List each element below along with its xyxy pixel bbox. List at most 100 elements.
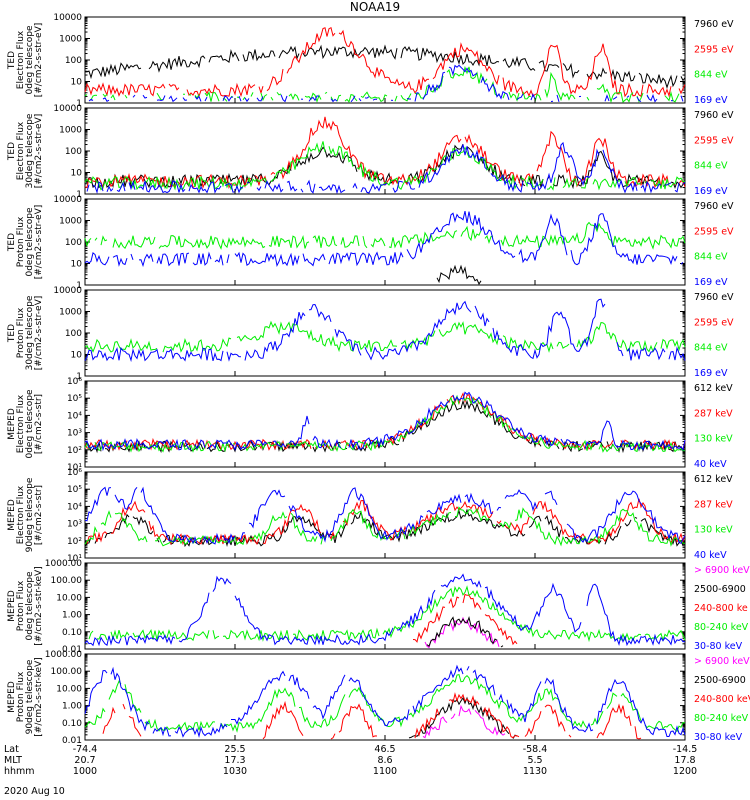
series-meped-p-90-magenta xyxy=(422,704,506,739)
y-axis-label: 90deg telescope xyxy=(25,659,35,734)
legend-entry: 7960 eV xyxy=(694,201,734,212)
y-tick-label: 1000.00 xyxy=(45,650,82,660)
y-axis-label: Electron Flux xyxy=(16,30,26,89)
legend-entry: 7960 eV xyxy=(694,292,734,303)
legend-entry: 2595 eV xyxy=(694,135,734,146)
legend-entry: 169 eV xyxy=(694,95,728,106)
y-tick-label: 0.01 xyxy=(62,645,82,655)
panel-frame-ted-p-30 xyxy=(84,289,686,377)
y-tick-label: 1 xyxy=(76,99,82,109)
series-meped-p-0-green xyxy=(88,585,686,643)
chart-title: NOAA19 xyxy=(349,0,401,14)
x-row-value: 8.6 xyxy=(377,755,392,766)
legend-entry: 287 keV xyxy=(694,499,733,510)
x-row-value: 1030 xyxy=(223,766,247,777)
date-label: 2020 Aug 10 xyxy=(4,786,65,797)
y-axis-label: 90deg telescope xyxy=(25,477,35,552)
x-row-label: Lat xyxy=(4,744,19,755)
series-ted-e-0-red xyxy=(84,26,686,98)
series-ted-e-0-black xyxy=(85,44,686,89)
y-tick-label: 10⁶ xyxy=(67,377,82,387)
y-axis-label: Electron Flux xyxy=(16,485,26,544)
x-row-value: 1200 xyxy=(673,766,697,777)
y-axis-label: MEPED xyxy=(7,499,17,531)
y-tick-label: 1000 xyxy=(59,126,82,136)
y-axis-label: TED xyxy=(7,142,17,161)
y-tick-label: 10³ xyxy=(67,429,82,439)
y-tick-label: 10000 xyxy=(53,13,82,23)
y-tick-label: 10000 xyxy=(53,286,82,296)
y-tick-label: 1000 xyxy=(59,217,82,227)
y-tick-label: 1000.00 xyxy=(45,559,82,569)
y-tick-label: 1.00 xyxy=(62,702,82,712)
series-meped-p-0-red xyxy=(413,594,525,647)
y-axis-label: MEPED xyxy=(7,408,17,440)
y-axis-label: [#/cm2-s-str-eV] xyxy=(34,114,44,189)
x-row-label: hhmm xyxy=(4,766,35,777)
y-axis-label: 30deg telescope xyxy=(25,295,35,370)
y-axis-label: Proton Flux xyxy=(16,671,26,722)
series-ted-e-30-red xyxy=(84,116,686,190)
y-tick-label: 10⁵ xyxy=(67,394,82,404)
legend-entry: 2595 eV xyxy=(694,226,734,237)
x-row-value: 1130 xyxy=(523,766,547,777)
legend-entry: 844 eV xyxy=(694,70,728,81)
series-ted-e-0-blue xyxy=(88,64,684,103)
series-meped-p-90-red xyxy=(102,692,642,740)
y-axis-label: 0deg telescope xyxy=(25,207,35,277)
series-meped-e-0-blue xyxy=(84,391,686,452)
legend-entry: 240-800 ke xyxy=(694,603,748,614)
panel-frame-meped-e-0 xyxy=(84,380,686,468)
x-row-value: 5.5 xyxy=(527,755,542,766)
y-tick-label: 10 xyxy=(71,169,83,179)
legend-entry: 80-240 keV xyxy=(694,713,749,724)
y-tick-label: 100 xyxy=(65,329,82,339)
legend-entry: 240-800 keV xyxy=(694,694,750,705)
legend-entry: 130 keV xyxy=(694,525,733,536)
legend-entry: 80-240 keV xyxy=(694,622,749,633)
legend-entry: 130 keV xyxy=(694,434,733,445)
y-axis-label: MEPED xyxy=(7,590,17,622)
legend-entry: > 6900 keV xyxy=(694,656,750,667)
panel-frame-meped-p-0 xyxy=(84,562,686,650)
x-row-label: MLT xyxy=(4,755,22,766)
y-tick-label: 10¹ xyxy=(67,463,82,473)
y-tick-label: 10 xyxy=(71,78,83,88)
x-row-value: 1100 xyxy=(373,766,397,777)
y-axis-label: [#/cm2-s-str-eV] xyxy=(34,205,44,280)
x-row-value: -14.5 xyxy=(673,744,698,755)
panel-frame-meped-e-90 xyxy=(84,471,686,559)
legend-entry: 287 keV xyxy=(694,408,733,419)
legend-entry: 844 eV xyxy=(694,161,728,172)
series-meped-p-90-blue xyxy=(84,664,686,738)
y-axis-label: Proton Flux xyxy=(16,580,26,631)
y-axis-label: MEPED xyxy=(7,681,17,713)
y-tick-label: 10.00 xyxy=(56,593,82,603)
y-tick-label: 10² xyxy=(67,446,82,456)
x-row-value: 20.7 xyxy=(74,755,95,766)
legend-entry: > 6900 keV xyxy=(694,565,750,576)
y-tick-label: 10² xyxy=(67,537,82,547)
y-tick-label: 10¹ xyxy=(67,554,82,564)
series-meped-p-0-magenta xyxy=(425,618,511,648)
y-tick-label: 10 xyxy=(71,260,83,270)
legend-entry: 40 keV xyxy=(694,550,727,561)
series-ted-p-30-blue xyxy=(84,298,686,363)
y-tick-label: 10⁴ xyxy=(67,411,82,421)
y-axis-label: [#/cm2-s-str-eV] xyxy=(34,296,44,371)
legend-entry: 169 eV xyxy=(694,186,728,197)
y-axis-label: Electron Flux xyxy=(16,121,26,180)
y-axis-label: Proton Flux xyxy=(16,307,26,358)
legend-entry: 612 keV xyxy=(694,383,733,394)
y-axis-label: 30deg telescope xyxy=(25,113,35,188)
series-ted-e-30-green xyxy=(84,141,686,191)
panel-frame-meped-p-90 xyxy=(84,653,686,741)
legend-entry: 2595 eV xyxy=(694,44,734,55)
x-row-value: 17.3 xyxy=(224,755,245,766)
legend-entry: 169 eV xyxy=(694,277,728,288)
y-tick-label: 10000 xyxy=(53,104,82,114)
y-tick-label: 0.10 xyxy=(62,628,82,638)
legend-entry: 30-80 keV xyxy=(694,641,743,652)
y-tick-label: 1 xyxy=(76,281,82,291)
